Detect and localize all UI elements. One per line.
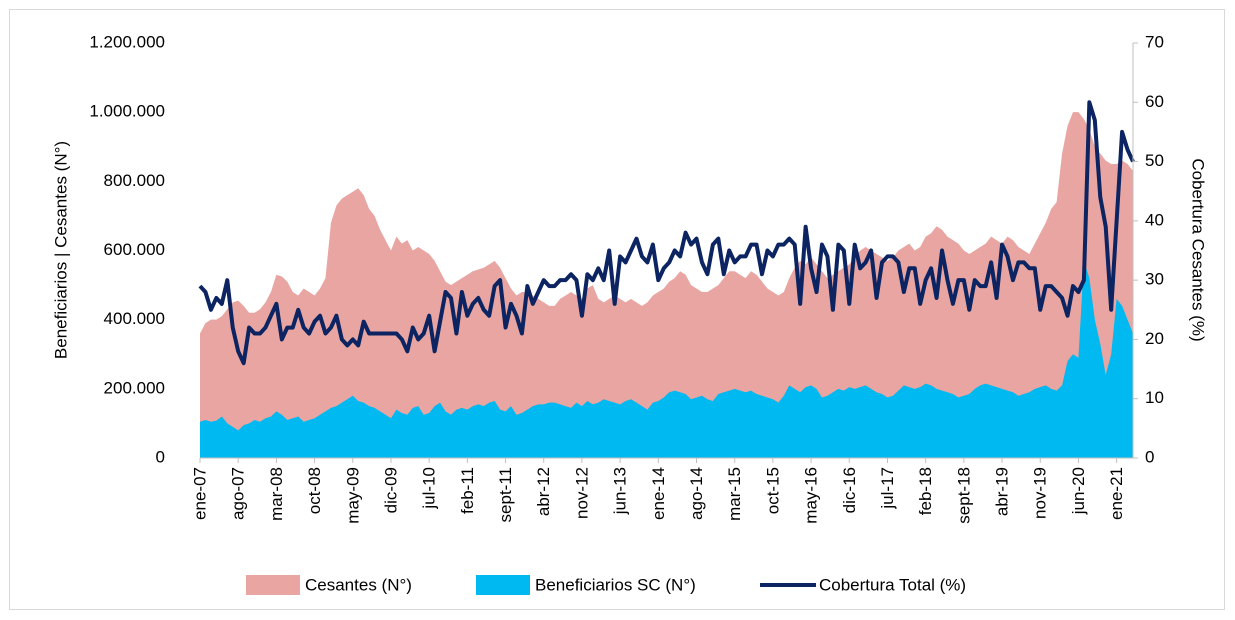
y2-tick-label: 30 (1145, 270, 1164, 289)
legend-label: Cesantes (N°) (305, 575, 412, 594)
y-tick-label: 600.000 (104, 240, 165, 259)
x-tick-label: ene-07 (190, 467, 209, 520)
x-tick-label: feb-18 (916, 467, 935, 515)
y-tick-label: 400.000 (104, 309, 165, 328)
x-tick-label: oct-15 (763, 467, 782, 514)
legend-label: Cobertura Total (%) (819, 575, 966, 594)
x-tick-label: oct-08 (305, 467, 324, 514)
x-tick-label: mar-15 (725, 467, 744, 521)
y2-tick-label: 40 (1145, 210, 1164, 229)
y-tick-label: 800.000 (104, 171, 165, 190)
x-tick-label: mar-08 (267, 467, 286, 521)
legend-swatch (246, 575, 300, 595)
x-tick-label: abr-12 (534, 467, 553, 516)
x-tick-label: ene-14 (649, 467, 668, 520)
y2-tick-label: 0 (1145, 447, 1154, 466)
y-tick-label: 0 (156, 447, 165, 466)
x-tick-label: abr-19 (993, 467, 1012, 516)
area (200, 260, 1133, 458)
y-axis-title: Beneficiarios | Cesantes (N°) (51, 141, 70, 359)
x-tick-label: ene-21 (1107, 467, 1126, 520)
legend-swatch (476, 575, 530, 595)
x-tick-label: ago-07 (229, 467, 248, 520)
x-tick-label: jun-13 (611, 467, 630, 515)
y2-tick-label: 60 (1145, 92, 1164, 111)
x-tick-label: nov-12 (572, 467, 591, 519)
legend-label: Beneficiarios SC (N°) (535, 575, 696, 594)
y-tick-label: 1.200.000 (89, 32, 165, 51)
x-tick-label: jul-17 (878, 467, 897, 510)
y-tick-label: 1.000.000 (89, 102, 165, 121)
x-tick-label: dic-09 (381, 467, 400, 513)
x-tick-label: ago-14 (687, 467, 706, 520)
x-tick-label: may-16 (802, 467, 821, 524)
x-tick-label: may-09 (343, 467, 362, 524)
line (198, 100, 1135, 366)
y2-tick-label: 10 (1145, 388, 1164, 407)
y2-tick-label: 70 (1145, 32, 1164, 51)
area (200, 112, 1133, 459)
y2-tick-label: 20 (1145, 329, 1164, 348)
x-tick-label: nov-19 (1031, 467, 1050, 519)
x-tick-label: feb-11 (458, 467, 477, 514)
x-tick-label: jul-10 (420, 467, 439, 510)
y2-axis-title: Cobertura Cesantes (%) (1189, 158, 1208, 341)
x-tick-label: dic-16 (840, 467, 859, 513)
y-tick-label: 200.000 (104, 378, 165, 397)
x-tick-label: sept-11 (496, 467, 515, 522)
x-tick-label: sept-18 (954, 467, 973, 524)
y2-tick-label: 50 (1145, 151, 1164, 170)
x-tick-label: jun-20 (1069, 467, 1088, 515)
